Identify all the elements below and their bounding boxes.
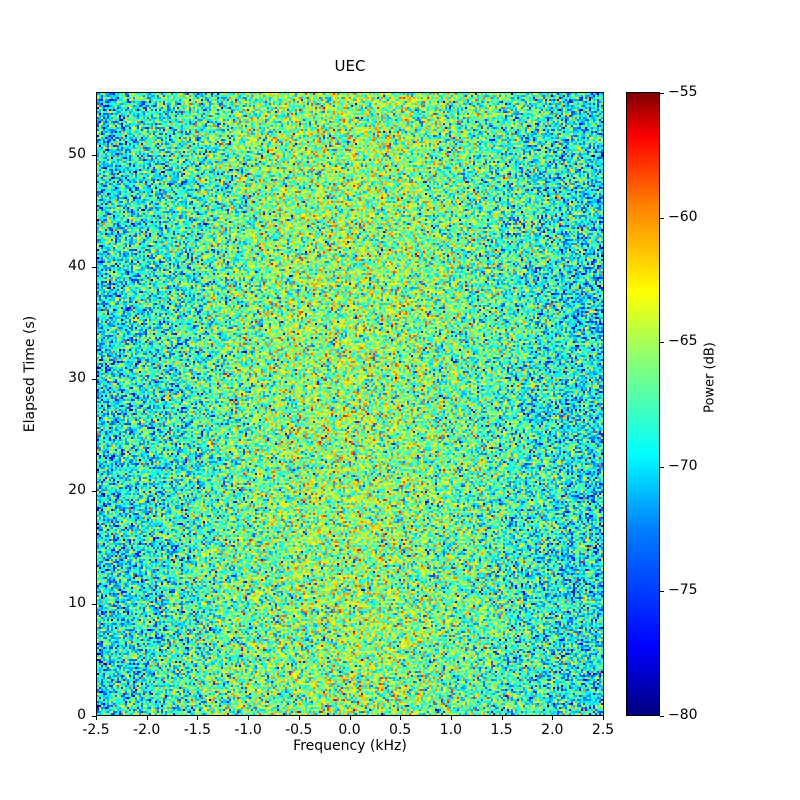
y-axis-ticklabel: 10 bbox=[68, 594, 86, 611]
x-axis-tick bbox=[552, 716, 554, 720]
y-axis-tick bbox=[92, 491, 96, 493]
x-axis-ticklabel: -2.5 bbox=[82, 722, 110, 738]
x-axis-tick bbox=[349, 716, 351, 720]
y-axis-ticklabel: 40 bbox=[68, 257, 86, 274]
colorbar-ticklabel: −80 bbox=[668, 707, 698, 723]
colorbar-tick bbox=[660, 93, 664, 94]
y-axis-tick bbox=[92, 603, 96, 605]
colorbar-gradient bbox=[627, 93, 659, 715]
y-axis-ticklabel: 30 bbox=[68, 370, 86, 387]
x-axis-ticklabel: 0.5 bbox=[389, 722, 412, 738]
colorbar-tick bbox=[660, 342, 664, 344]
colorbar-ticklabel: −75 bbox=[668, 582, 698, 599]
page-title: UEC bbox=[334, 57, 366, 75]
colorbar-tick bbox=[660, 466, 664, 468]
y-axis-tick bbox=[92, 266, 96, 268]
colorbar-ticklabel: −60 bbox=[668, 208, 698, 225]
colorbar-ticklabel: −55 bbox=[668, 84, 698, 100]
x-axis-tick bbox=[450, 716, 452, 720]
y-axis-ticklabel: 20 bbox=[68, 482, 86, 499]
x-axis-ticklabel: 0.0 bbox=[338, 722, 361, 738]
x-axis-ticklabel: 2.0 bbox=[541, 722, 564, 738]
x-axis-tick bbox=[248, 716, 250, 720]
colorbar-tick bbox=[660, 591, 664, 593]
spectrogram-plot-area[interactable] bbox=[96, 92, 604, 716]
x-axis-ticklabel: -0.5 bbox=[285, 722, 313, 738]
y-axis-ticklabel: 50 bbox=[68, 145, 86, 162]
x-axis-ticklabel: -2.0 bbox=[133, 722, 161, 738]
x-axis-ticklabel: 1.5 bbox=[490, 722, 513, 738]
x-axis-tick bbox=[197, 716, 199, 720]
colorbar-label: Power (dB) bbox=[702, 342, 718, 413]
colorbar-ticklabel: −70 bbox=[668, 457, 698, 474]
y-axis-ticklabel: 0 bbox=[77, 707, 86, 723]
colorbar-ticklabel: −65 bbox=[668, 333, 698, 350]
y-axis-tick bbox=[92, 154, 96, 156]
x-axis-tick bbox=[298, 716, 300, 720]
x-axis-tick bbox=[96, 716, 97, 720]
x-axis-tick bbox=[603, 716, 604, 720]
x-axis-ticklabel: 2.5 bbox=[591, 722, 615, 738]
x-axis-tick bbox=[501, 716, 503, 720]
y-axis-tick bbox=[92, 716, 96, 717]
colorbar[interactable] bbox=[626, 92, 660, 716]
x-axis-ticklabel: -1.5 bbox=[183, 722, 212, 738]
y-axis-tick bbox=[92, 379, 96, 381]
colorbar-tick bbox=[660, 716, 664, 717]
x-axis-ticklabel: -1.0 bbox=[234, 722, 262, 738]
x-axis-tick bbox=[400, 716, 402, 720]
spectrogram-heatmap bbox=[97, 93, 603, 715]
x-axis-ticklabel: 1.0 bbox=[439, 722, 463, 738]
x-axis-label: Frequency (kHz) bbox=[293, 738, 407, 754]
y-axis-label: Elapsed Time (s) bbox=[22, 315, 38, 433]
colorbar-tick bbox=[660, 217, 664, 219]
x-axis-tick bbox=[146, 716, 148, 720]
